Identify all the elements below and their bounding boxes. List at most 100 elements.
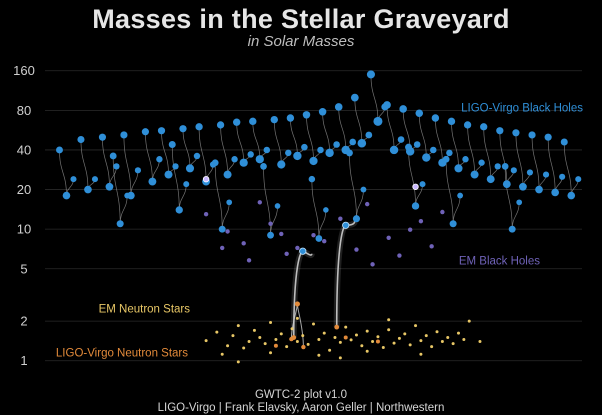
ligo-bh-remnant	[486, 175, 495, 184]
ligo-bh-remnant	[535, 185, 543, 194]
merger-link	[263, 166, 271, 236]
ligo-bh-secondary	[317, 146, 324, 154]
ligo-bh-secondary	[360, 186, 367, 193]
ligo-bh-primary	[512, 129, 520, 137]
ligo-bh-primary	[415, 109, 424, 118]
data-points	[56, 70, 582, 364]
ligo-bh-primary	[308, 175, 316, 183]
ligo-neutron-star	[375, 339, 380, 344]
em-neutron-star	[462, 337, 466, 341]
em-neutron-star	[204, 339, 208, 343]
ligo-bh-primary	[528, 131, 536, 139]
merger-link	[102, 137, 110, 187]
ligo-bh-secondary	[542, 171, 550, 178]
em-neutron-star	[467, 319, 471, 323]
ligo-bh-remnant	[164, 170, 173, 179]
ligo-bh-primary	[98, 133, 107, 141]
merger-link	[504, 166, 513, 230]
em-black-hole	[322, 238, 327, 244]
em-neutron-star	[344, 325, 348, 329]
ligo-bh-remnant	[116, 220, 124, 228]
merger-link	[214, 162, 223, 230]
em-neutron-star	[365, 329, 369, 333]
merger-link	[511, 202, 520, 230]
merger-link	[547, 137, 556, 193]
merger-link	[119, 195, 128, 224]
ligo-bh-secondary	[247, 151, 254, 158]
em-black-hole	[440, 209, 445, 215]
ligo-bh-primary	[334, 103, 343, 111]
ligo-bh-secondary	[526, 169, 534, 176]
merger-link	[80, 139, 89, 190]
ligo-bh-remnant	[267, 231, 274, 239]
em-neutron-star	[269, 351, 273, 355]
em-black-hole	[365, 201, 370, 207]
merger-link	[322, 111, 330, 153]
ligo-bh-remnant	[551, 188, 559, 197]
ligo-neutron-star	[334, 324, 340, 330]
y-tick-label: 20	[17, 182, 31, 197]
merger-link	[563, 141, 572, 196]
em-black-hole	[407, 227, 413, 232]
y-tick-label: 160	[13, 63, 35, 78]
chart-title: Masses in the Stellar Graveyard	[92, 4, 510, 34]
em-neutron-star	[392, 341, 396, 345]
ligo-bh-secondary	[457, 192, 464, 199]
em-neutron-star	[274, 337, 278, 341]
em-black-hole	[279, 231, 284, 237]
merger-link	[182, 128, 191, 169]
ligo-bh-secondary	[430, 146, 437, 154]
em-black-hole	[220, 245, 225, 251]
ligo-bh-remnant	[357, 138, 367, 148]
ligo-bh-primary	[195, 123, 203, 131]
ligo-bh-remnant	[519, 182, 527, 191]
ligo-bh-primary	[179, 125, 187, 133]
em-neutron-star	[349, 338, 353, 342]
ligo-bh-secondary	[183, 181, 190, 188]
merger-link	[130, 170, 139, 196]
em-black-hole	[338, 216, 343, 221]
ligo-bh-primary	[366, 70, 375, 79]
footer-version: GWTC-2 plot v1.0	[254, 389, 348, 401]
em-neutron-star	[231, 334, 235, 338]
ligo-bh-remnant	[454, 164, 463, 173]
ligo-neutron-star	[273, 343, 278, 348]
merger-link	[123, 134, 132, 196]
em-neutron-star	[397, 336, 401, 340]
ligo-bh-primary	[463, 121, 472, 129]
y-axis-ticks: 1 2 5 10 20 40 80 160	[13, 63, 35, 368]
em-neutron-star	[290, 327, 294, 331]
ligo-bh-remnant	[239, 158, 248, 167]
merger-link	[220, 124, 228, 175]
ligo-bh-primary	[109, 152, 117, 160]
ligo-bh-secondary	[134, 167, 142, 174]
ligo-bh-remnant	[508, 225, 516, 233]
em-black-hole	[370, 262, 375, 267]
em-neutron-star	[317, 353, 321, 357]
merger-link	[354, 97, 363, 144]
em-black-hole	[295, 245, 300, 251]
ligo-bh-primary	[346, 149, 353, 157]
ligo-bh-primary	[216, 121, 225, 129]
ligo-ns-remnant	[294, 301, 300, 307]
em-neutron-star	[376, 335, 380, 339]
merger-link	[418, 113, 427, 158]
y-tick-label: 40	[17, 142, 31, 157]
merger-link	[178, 184, 187, 210]
ligo-bh-primary	[350, 93, 359, 102]
ligo-bh-primary	[77, 135, 85, 144]
merger-link	[236, 122, 245, 163]
ligo-neutron-star	[289, 336, 294, 342]
y-tick-label: 10	[17, 222, 31, 237]
em-neutron-star	[430, 345, 434, 349]
em-neutron-star	[236, 360, 240, 364]
ligo-bh-primary	[431, 114, 440, 122]
merger-link	[531, 134, 540, 190]
em-neutron-star	[408, 343, 412, 347]
merger-link	[451, 121, 459, 169]
em-neutron-star	[279, 332, 283, 336]
ligo-bh-secondary	[413, 141, 421, 148]
em-neutron-star	[285, 345, 289, 349]
em-neutron-star	[365, 349, 369, 353]
